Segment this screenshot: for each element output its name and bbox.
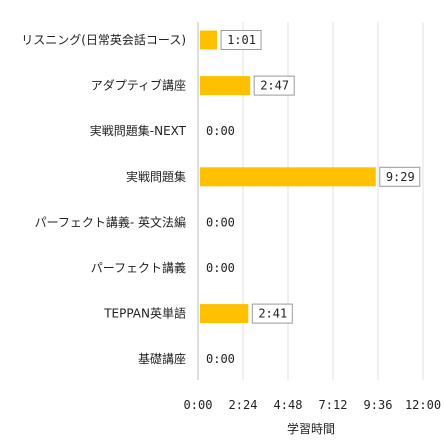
value-label: 2:47	[260, 79, 289, 93]
value-label: 2:41	[258, 307, 287, 321]
value-label-box	[253, 75, 295, 96]
bar	[200, 304, 249, 324]
x-tick-label: 7:12	[319, 398, 348, 412]
category-label: パーフェクト講義	[91, 260, 186, 275]
category-label: リスニング(日常英会話コース)	[21, 32, 186, 47]
gridlines	[197, 22, 424, 380]
bar	[200, 167, 376, 187]
value-label: 0:00	[206, 261, 235, 275]
bar	[200, 30, 218, 50]
value-label: 9:29	[386, 170, 415, 184]
x-tick-label: 4:48	[274, 398, 303, 412]
value-label: 1:01	[227, 33, 256, 47]
x-axis-title: 学習時間	[287, 421, 335, 436]
category-label: 基礎講座	[138, 351, 186, 366]
value-label-box	[251, 303, 293, 324]
category-label: アダプティブ講座	[91, 78, 186, 93]
bar	[200, 76, 251, 96]
category-label: パーフェクト講義- 英文法編	[35, 214, 186, 229]
bars	[200, 30, 376, 324]
category-label: 実戦問題集-NEXT	[90, 123, 187, 138]
x-tick-label: 9:36	[364, 398, 393, 412]
category-label: 実戦問題集	[126, 169, 186, 184]
value-label-box	[220, 30, 262, 50]
value-label: 0:00	[206, 215, 235, 229]
x-tick-label: 12:00	[405, 398, 441, 412]
x-tick-label: 2:24	[229, 398, 258, 412]
value-label: 0:00	[206, 124, 235, 138]
category-label: TEPPAN英単語	[103, 306, 186, 321]
labels: 0:00 2:24 4:48 7:12 9:36 12:00 リスニング(日常英会話コース)…	[21, 30, 441, 412]
value-label-box	[379, 166, 421, 187]
value-label: 0:00	[206, 352, 235, 366]
x-tick-label: 0:00	[184, 398, 213, 412]
